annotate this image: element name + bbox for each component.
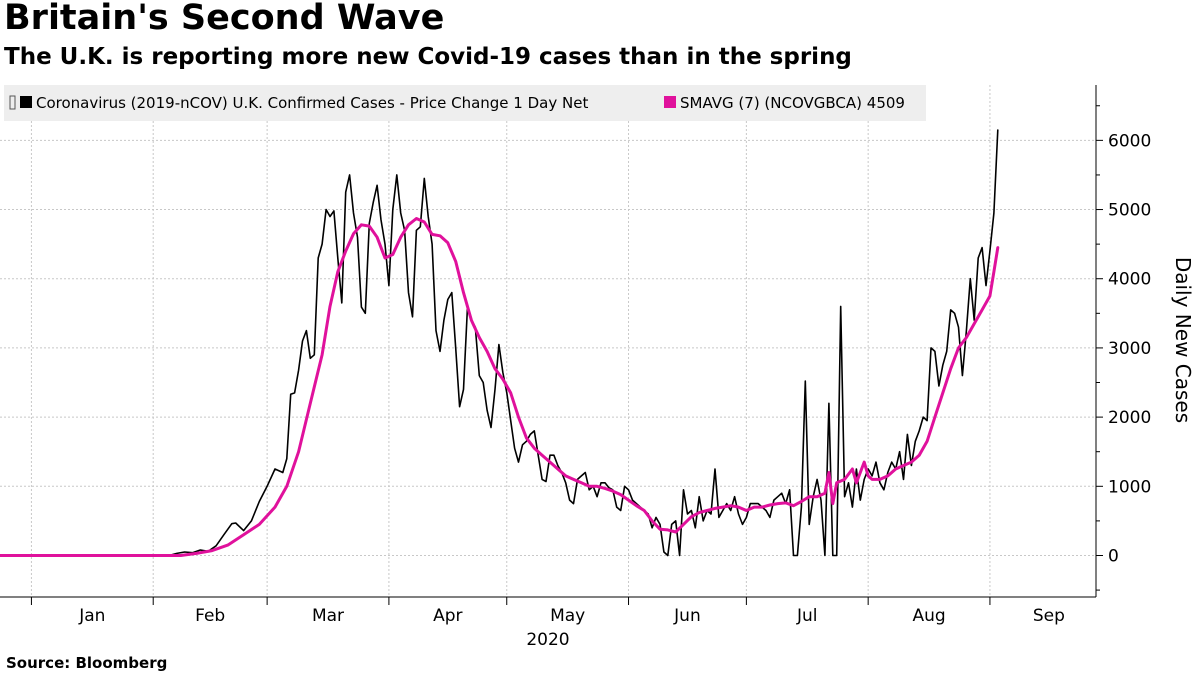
x-month-label: Jul [796, 606, 818, 626]
legend-swatch-confirmed-cases [20, 96, 32, 108]
y-tick-label: 3000 [1108, 339, 1151, 359]
y-tick-label: 6000 [1108, 131, 1151, 151]
legend-label-smavg: SMAVG (7) (NCOVGBCA) 4509 [680, 94, 905, 112]
series [0, 129, 1000, 557]
y-tick-label: 0 [1108, 546, 1119, 566]
x-month-label: Jun [673, 606, 701, 626]
x-month-label: Jan [78, 606, 105, 626]
legend-swatch-smavg [664, 96, 676, 108]
legend: Coronavirus (2019-nCOV) U.K. Confirmed C… [4, 85, 926, 121]
x-month-label: Sep [1033, 606, 1065, 626]
y-axis-title: Daily New Cases [1171, 257, 1195, 423]
x-month-label: Aug [912, 606, 945, 626]
gridlines [0, 85, 1096, 597]
y-tick-label: 2000 [1108, 408, 1151, 428]
series-line-smavg [0, 217, 1000, 557]
x-month-label: May [550, 606, 585, 626]
x-month-label: Feb [195, 606, 225, 626]
axes: 0 1000 2000 3000 4000 5000 6000 Jan Feb Mar Apr May… [0, 85, 1151, 626]
source-note: Source: Bloomberg [6, 654, 168, 672]
x-month-label: Mar [312, 606, 344, 626]
x-month-label: Apr [433, 606, 462, 626]
legend-background [4, 85, 926, 121]
legend-collapse-icon[interactable] [9, 95, 16, 110]
x-axis-year-label: 2020 [526, 630, 569, 650]
y-tick-label: 4000 [1108, 270, 1151, 290]
chart-title: Britain's Second Wave [4, 0, 445, 38]
series-line-confirmed-cases [0, 129, 999, 557]
legend-label-confirmed-cases: Coronavirus (2019-nCOV) U.K. Confirmed C… [36, 94, 588, 112]
chart-subtitle: The U.K. is reporting more new Covid-19 … [4, 44, 852, 70]
y-tick-label: 1000 [1108, 477, 1151, 497]
y-tick-label: 5000 [1108, 201, 1151, 221]
